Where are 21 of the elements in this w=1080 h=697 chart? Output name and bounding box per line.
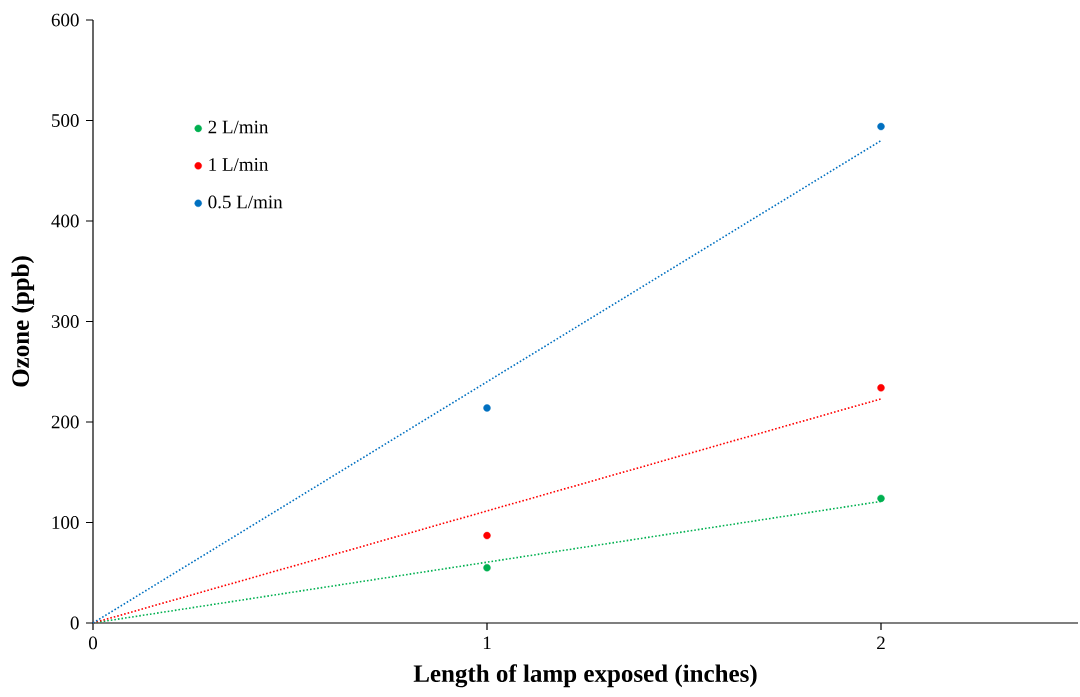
y-axis-title: Ozone (ppb) (11, 256, 35, 387)
point (483, 564, 491, 572)
point (877, 384, 885, 392)
y-tick-label: 100 (52, 516, 79, 529)
y-tick-label: 200 (51, 415, 79, 429)
legend-label: 2 L/min (208, 120, 269, 134)
y-tick-label: 0 (70, 616, 79, 630)
x-axis-title: Length of lamp exposed (inches) (413, 664, 757, 688)
legend-label: 0.5 L/min (208, 195, 283, 209)
x-tick-label: 2 (877, 636, 885, 650)
x-tick-label: 0 (88, 636, 98, 650)
y-tick-label: 300 (51, 315, 79, 328)
x-tick-label: 1 (483, 636, 491, 650)
y-tick-label: 500 (52, 114, 79, 127)
point (483, 404, 491, 412)
y-tick-label: 600 (51, 13, 79, 27)
legend-label: 1 L/min (209, 158, 269, 171)
point (877, 122, 885, 131)
point (483, 531, 491, 540)
y-tick-label: 400 (51, 214, 79, 228)
point (877, 494, 885, 503)
